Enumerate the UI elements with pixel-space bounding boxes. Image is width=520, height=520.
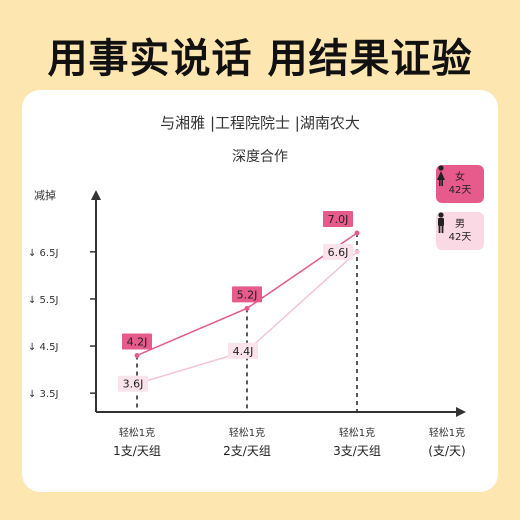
data-label-bg xyxy=(122,333,152,350)
data-label: 3.6J xyxy=(123,378,144,391)
data-point xyxy=(354,249,360,255)
headline: 用事实说话 用结果证验 xyxy=(47,36,473,82)
data-label: 7.0J xyxy=(328,213,349,226)
data-label-bg xyxy=(323,243,353,260)
y-tick-label: ↓ 4.5J xyxy=(28,342,58,353)
x-tick-label-bottom: 3支/天组 xyxy=(333,444,381,458)
data-point xyxy=(134,352,140,358)
partner-subtitle: 与湘雅 |工程院院士 |湖南农大 xyxy=(160,114,360,132)
data-point xyxy=(354,230,360,236)
data-point xyxy=(244,305,250,311)
cooperation-subtitle: 深度合作 xyxy=(232,149,288,165)
data-label: 6.6J xyxy=(328,246,349,259)
data-label-bg xyxy=(228,342,258,359)
x-tick-label-top: 轻松1克 xyxy=(119,426,155,439)
legend-female: 女 42天 xyxy=(436,165,484,203)
data-label-bg xyxy=(323,210,353,227)
data-label: 5.2J xyxy=(237,288,258,301)
data-label-bg xyxy=(232,286,262,303)
data-label: 4.4J xyxy=(233,345,254,358)
y-tick-label: ↓ 6.5J xyxy=(28,248,58,259)
legend-male-days: 42天 xyxy=(448,232,472,243)
y-tick-label: ↓ 5.5J xyxy=(28,295,58,306)
data-label: 4.2J xyxy=(127,335,148,348)
legend-male-label: 男 xyxy=(454,219,465,230)
x-tick-label-bottom: 1支/天组 xyxy=(113,444,161,458)
x-axis-arrow xyxy=(456,407,466,417)
x-tick-label-top: 轻松1克 xyxy=(339,426,375,439)
y-axis-arrow xyxy=(91,190,101,200)
y-axis-label: 减掉 xyxy=(34,188,56,202)
chart-card: 与湘雅 |工程院院士 |湖南农大 深度合作 减掉 ↓ 3.5J ↓ 4.5J ↓ 5.… xyxy=(22,90,498,492)
female-icon xyxy=(437,165,445,186)
line-chart: 减掉 ↓ 3.5J ↓ 4.5J ↓ 5.5J ↓ 6.5J 4.2J 5.2J 7.0J 3.… xyxy=(28,188,466,458)
legend-female-label: 女 xyxy=(454,172,465,183)
x-unit-top: 轻松1克 xyxy=(429,426,465,439)
data-label-bg xyxy=(118,375,148,392)
legend-male: 男 42天 xyxy=(436,212,484,250)
y-tick-label: ↓ 3.5J xyxy=(28,389,58,400)
x-tick-label-top: 轻松1克 xyxy=(229,426,265,439)
legend-female-days: 42天 xyxy=(448,185,472,196)
x-tick-label-bottom: 2支/天组 xyxy=(223,444,271,458)
x-unit-bottom: (支/天) xyxy=(428,444,465,458)
male-icon xyxy=(438,212,444,233)
